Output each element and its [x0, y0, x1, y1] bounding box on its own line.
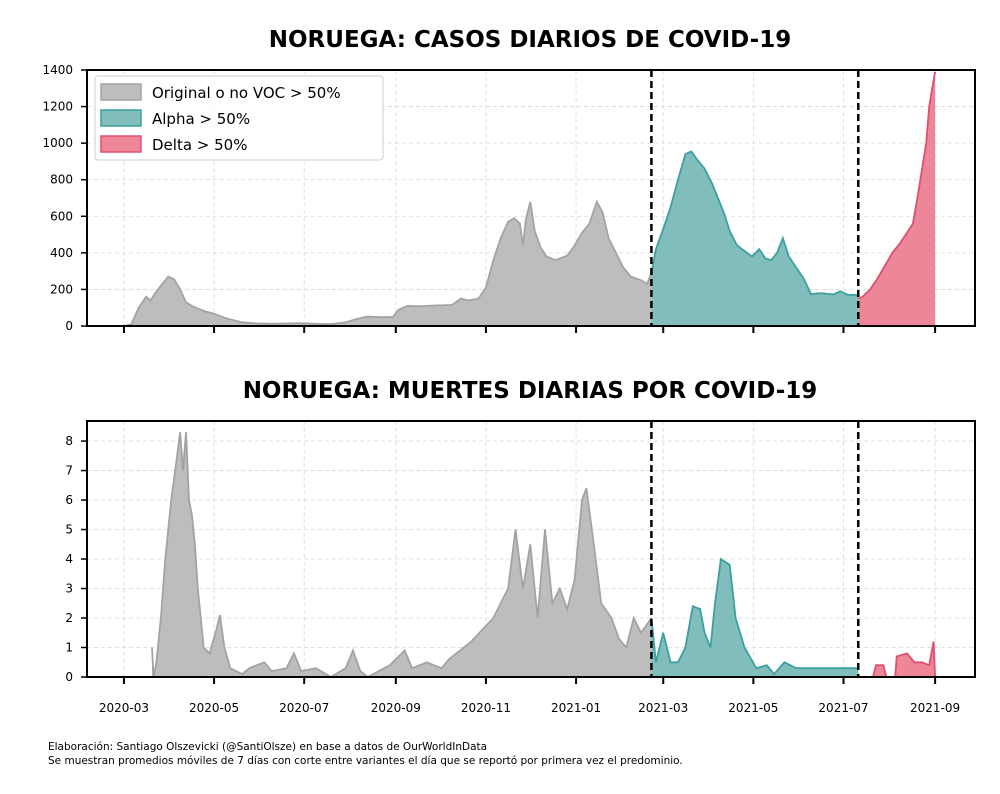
series-line-1 — [650, 557, 859, 676]
y-tick-label: 4 — [65, 552, 73, 566]
legend-box — [94, 75, 384, 161]
chart-title-cases: NORUEGA: CASOS DIARIOS DE COVID-19 — [269, 27, 791, 53]
legend-label: Original o no VOC > 50% — [152, 84, 341, 102]
y-tick-label: 800 — [50, 173, 73, 187]
x-tick-label: 2020-05 — [189, 701, 239, 715]
series-area-0 — [152, 432, 652, 677]
x-tick-label: 2021-05 — [728, 701, 778, 715]
y-tick-label: 1 — [65, 641, 73, 655]
y-tick-label: 1200 — [42, 100, 73, 114]
y-tick-label: 0 — [65, 670, 73, 684]
y-tick-label: 200 — [50, 282, 73, 296]
plot-frame — [86, 420, 976, 678]
y-tick-label: 1000 — [42, 136, 73, 150]
y-tick-label: 5 — [65, 523, 73, 537]
x-tick-label: 2021-01 — [551, 701, 601, 715]
x-tick-label: 2021-03 — [638, 701, 688, 715]
deaths-plot: 2020-03 2020-05 2020-07 2020-09 2020-11 2021-… — [65, 420, 976, 715]
legend-swatch — [100, 135, 142, 153]
cases-plot: 0 200 400 600 800 1000 1200 1400 Original o no V… — [42, 63, 976, 333]
y-tick-label: 0 — [65, 319, 73, 333]
legend-swatch — [100, 83, 142, 101]
y-tick-label: 2 — [65, 611, 73, 625]
x-tick-label: 2020-07 — [279, 701, 329, 715]
legend-label: Delta > 50% — [152, 136, 247, 154]
series-line-2 — [858, 641, 936, 678]
series-area-0 — [123, 201, 652, 326]
series-area-1 — [651, 151, 859, 326]
series-line-2 — [857, 71, 936, 300]
y-tick-label: 8 — [65, 434, 73, 448]
y-tick-label: 600 — [50, 209, 73, 223]
series-line-0 — [151, 432, 653, 679]
series-line-0 — [123, 199, 653, 327]
y-tick-label: 6 — [65, 493, 73, 507]
plot-frame — [86, 69, 976, 327]
x-tick-label: 2020-09 — [371, 701, 421, 715]
x-tick-label: 2021-07 — [818, 701, 868, 715]
y-tick-label: 3 — [65, 582, 73, 596]
legend-swatch — [100, 109, 142, 127]
x-tick-label: 2021-09 — [910, 701, 960, 715]
y-tick-label: 1400 — [42, 63, 73, 77]
series-area-1 — [651, 559, 859, 677]
legend-label: Alpha > 50% — [152, 110, 250, 128]
x-tick-label: 2020-11 — [461, 701, 511, 715]
footer-note: Se muestran promedios móviles de 7 días … — [48, 755, 683, 767]
chart-title-deaths: NORUEGA: MUERTES DIARIAS POR COVID-19 — [243, 378, 818, 404]
y-tick-label: 400 — [50, 246, 73, 260]
series-line-1 — [650, 150, 859, 296]
footer-credit: Elaboración: Santiago Olszevicki (@Santi… — [48, 741, 487, 753]
x-tick-label: 2020-03 — [99, 701, 149, 715]
y-tick-label: 7 — [65, 464, 73, 478]
legend: Original o no VOC > 50% Alpha > 50% Delta … — [94, 75, 384, 161]
series-area-2 — [858, 71, 936, 326]
